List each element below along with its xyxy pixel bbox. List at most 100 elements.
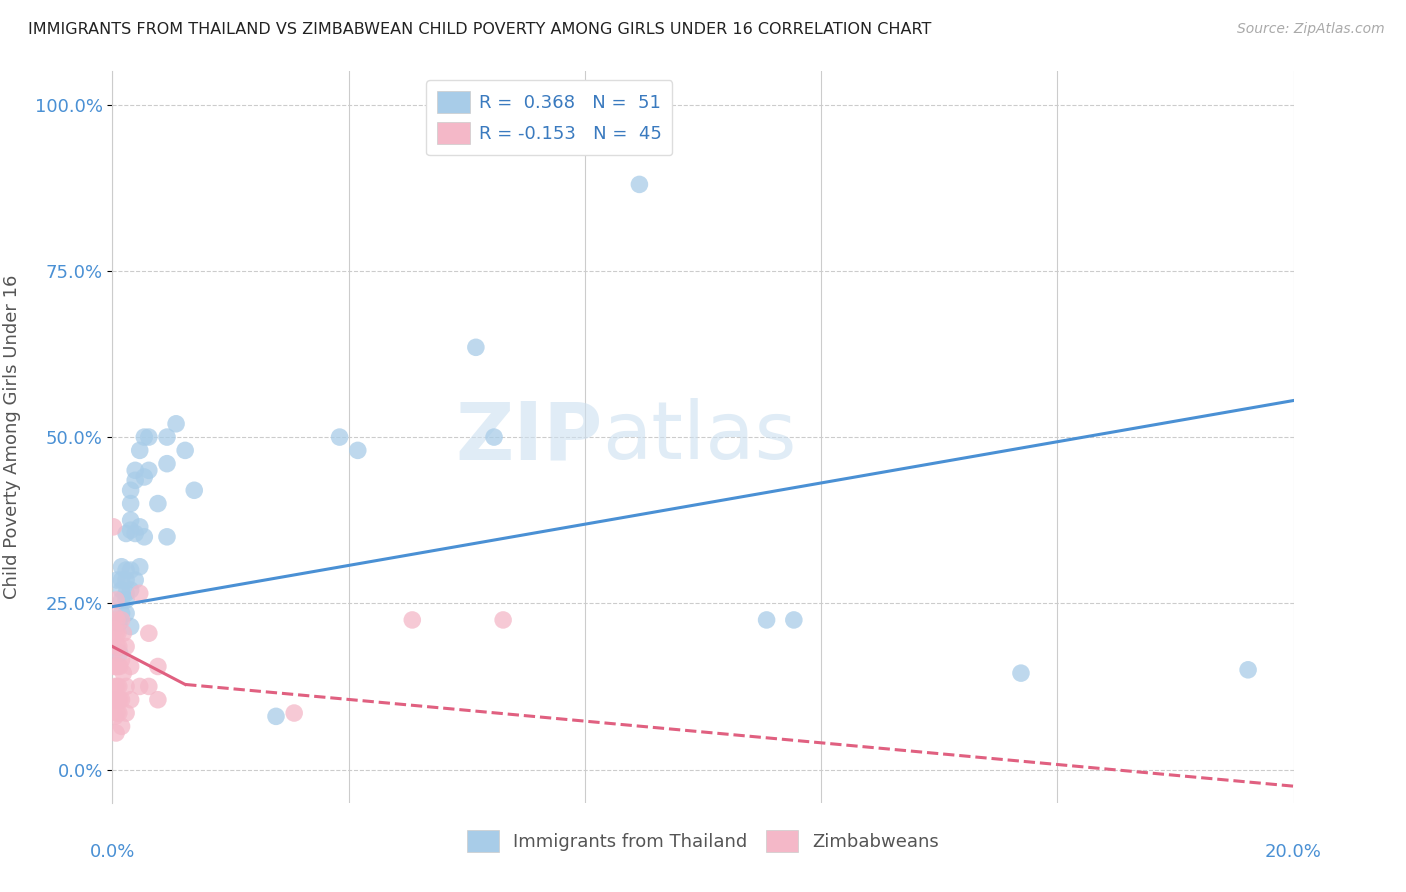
- Point: [110, 607, 132, 621]
- Point: [108, 680, 131, 694]
- Point: [346, 443, 368, 458]
- Point: [128, 586, 150, 600]
- Point: [110, 613, 132, 627]
- Point: [464, 340, 486, 354]
- Point: [138, 430, 160, 444]
- Point: [482, 430, 505, 444]
- Point: [120, 619, 142, 633]
- Point: [134, 470, 156, 484]
- Point: [104, 643, 127, 657]
- Point: [103, 520, 125, 534]
- Point: [105, 692, 128, 706]
- Point: [115, 563, 138, 577]
- Point: [134, 430, 156, 444]
- Point: [104, 680, 127, 694]
- Point: [124, 473, 146, 487]
- Point: [174, 443, 197, 458]
- Point: [110, 582, 132, 597]
- Point: [120, 563, 142, 577]
- Point: [103, 692, 125, 706]
- Point: [124, 573, 146, 587]
- Point: [105, 613, 128, 627]
- Text: ZIP: ZIP: [456, 398, 603, 476]
- Point: [112, 666, 135, 681]
- Point: [115, 586, 138, 600]
- Point: [134, 530, 156, 544]
- Point: [105, 626, 128, 640]
- Point: [110, 719, 132, 733]
- Point: [115, 593, 138, 607]
- Legend: Immigrants from Thailand, Zimbabweans: Immigrants from Thailand, Zimbabweans: [460, 823, 946, 860]
- Point: [105, 573, 128, 587]
- Point: [120, 497, 142, 511]
- Point: [124, 526, 146, 541]
- Point: [783, 613, 806, 627]
- Point: [105, 659, 128, 673]
- Point: [156, 530, 179, 544]
- Point: [120, 513, 142, 527]
- Point: [110, 559, 132, 574]
- Point: [128, 520, 150, 534]
- Point: [165, 417, 187, 431]
- Text: Source: ZipAtlas.com: Source: ZipAtlas.com: [1237, 22, 1385, 37]
- Point: [110, 573, 132, 587]
- Point: [1010, 666, 1032, 681]
- Point: [104, 709, 127, 723]
- Point: [108, 646, 131, 660]
- Point: [628, 97, 651, 112]
- Point: [108, 640, 131, 654]
- Point: [156, 457, 179, 471]
- Point: [120, 582, 142, 597]
- Point: [628, 178, 651, 192]
- Point: [120, 659, 142, 673]
- Point: [128, 680, 150, 694]
- Y-axis label: Child Poverty Among Girls Under 16: Child Poverty Among Girls Under 16: [3, 275, 21, 599]
- Point: [105, 640, 128, 654]
- Point: [115, 640, 138, 654]
- Point: [103, 623, 125, 637]
- Point: [115, 706, 138, 720]
- Point: [146, 497, 169, 511]
- Point: [128, 559, 150, 574]
- Point: [401, 613, 423, 627]
- Point: [108, 659, 131, 673]
- Point: [124, 463, 146, 477]
- Point: [329, 430, 352, 444]
- Point: [264, 709, 287, 723]
- Point: [104, 609, 127, 624]
- Point: [110, 692, 132, 706]
- Point: [146, 659, 169, 673]
- Point: [105, 593, 128, 607]
- Point: [755, 613, 778, 627]
- Point: [108, 706, 131, 720]
- Point: [156, 430, 179, 444]
- Point: [115, 526, 138, 541]
- Point: [112, 626, 135, 640]
- Point: [146, 692, 169, 706]
- Point: [115, 573, 138, 587]
- Point: [107, 692, 129, 706]
- Point: [138, 463, 160, 477]
- Text: atlas: atlas: [603, 398, 797, 476]
- Point: [108, 692, 131, 706]
- Point: [120, 523, 142, 537]
- Point: [107, 626, 129, 640]
- Point: [110, 593, 132, 607]
- Point: [110, 653, 132, 667]
- Point: [105, 680, 128, 694]
- Point: [120, 483, 142, 498]
- Point: [183, 483, 205, 498]
- Point: [492, 613, 515, 627]
- Point: [103, 659, 125, 673]
- Text: IMMIGRANTS FROM THAILAND VS ZIMBABWEAN CHILD POVERTY AMONG GIRLS UNDER 16 CORREL: IMMIGRANTS FROM THAILAND VS ZIMBABWEAN C…: [28, 22, 932, 37]
- Point: [128, 443, 150, 458]
- Point: [120, 692, 142, 706]
- Point: [115, 607, 138, 621]
- Text: 20.0%: 20.0%: [1265, 843, 1322, 861]
- Point: [105, 726, 128, 740]
- Point: [138, 626, 160, 640]
- Point: [138, 680, 160, 694]
- Point: [105, 706, 128, 720]
- Point: [107, 659, 129, 673]
- Point: [1237, 663, 1260, 677]
